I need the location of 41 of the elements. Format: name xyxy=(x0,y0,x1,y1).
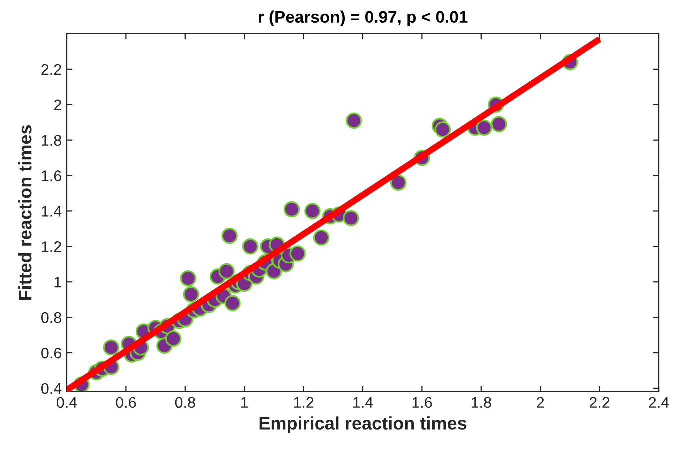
point xyxy=(103,340,120,356)
y-tick-label: 1.4 xyxy=(42,206,62,217)
x-tick-label: 0.8 xyxy=(175,397,196,408)
point xyxy=(304,203,321,220)
y-tick-label: 0.6 xyxy=(42,348,62,359)
x-tick-label: 1.4 xyxy=(354,397,374,408)
y-tick-label: 1 xyxy=(54,277,62,288)
y-tick-label: 1.8 xyxy=(42,135,62,146)
x-tick-label: 1.2 xyxy=(294,397,314,408)
point xyxy=(313,230,330,246)
point xyxy=(290,246,306,262)
x-tick-label: 2.4 xyxy=(649,397,670,408)
y-tick-label: 1.2 xyxy=(42,242,62,252)
point xyxy=(434,122,452,138)
x-axis-title: Empirical reaction times xyxy=(260,416,467,434)
x-tick-label: 1 xyxy=(242,397,248,408)
point xyxy=(180,270,196,287)
point xyxy=(491,116,508,133)
point xyxy=(390,174,407,191)
point xyxy=(218,263,235,280)
point xyxy=(343,210,360,226)
x-tick-label: 2.2 xyxy=(590,397,610,408)
point xyxy=(284,201,300,218)
point xyxy=(224,295,241,312)
point xyxy=(165,330,182,347)
y-tick-label: 0.8 xyxy=(42,312,62,324)
point xyxy=(242,238,259,255)
point xyxy=(346,112,362,129)
point xyxy=(183,286,200,303)
x-tick-label: 1.8 xyxy=(472,397,492,408)
x-tick-label: 0.6 xyxy=(116,397,136,408)
x-tick-label: 1.6 xyxy=(412,397,432,408)
x-tick-label: 2 xyxy=(537,397,544,408)
y-tick-label: 2 xyxy=(54,100,62,110)
point xyxy=(222,228,238,244)
point xyxy=(476,120,492,136)
y-tick-label: 2.2 xyxy=(42,64,62,75)
y-tick-label: 0.4 xyxy=(42,383,62,394)
y-tick-label: 1.6 xyxy=(42,170,62,182)
chart-title: r (Pearson) = 0.97, p < 0.01 xyxy=(258,10,468,26)
y-axis-title: Fitted reaction times xyxy=(18,125,32,300)
